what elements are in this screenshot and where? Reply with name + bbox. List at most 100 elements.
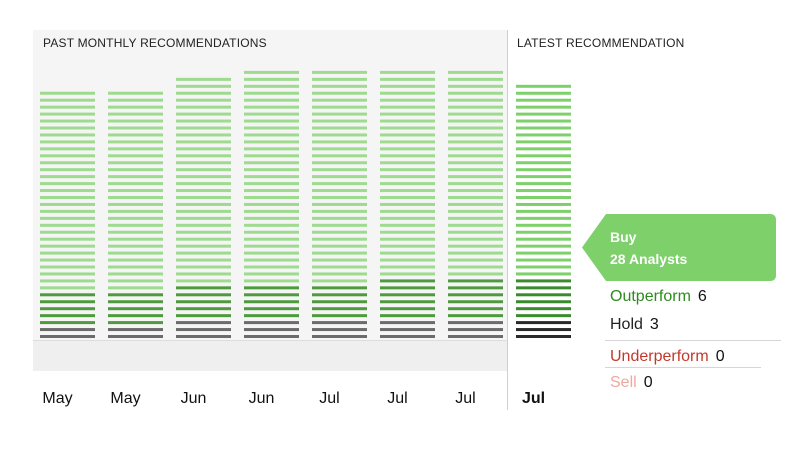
bar-segment-buy <box>176 202 231 206</box>
bar-segment-buy <box>312 189 367 193</box>
bar-segment-outperform <box>108 300 163 304</box>
panel-divider <box>507 30 508 410</box>
bar-segment-buy <box>176 112 231 116</box>
bar-segment-hold <box>176 321 231 325</box>
bar-segment-buy <box>448 147 503 151</box>
bar-segment-buy <box>176 258 231 262</box>
bar-segment-buy <box>176 265 231 269</box>
bar-segment-buy <box>380 202 435 206</box>
bar-segment-hold <box>380 328 435 332</box>
legend-sell: Sell 0 <box>610 374 653 392</box>
bar-segment-buy <box>312 272 367 276</box>
bar-segment-buy <box>244 161 299 165</box>
bar-segment-buy <box>244 251 299 255</box>
legend-outperform-label: Outperform <box>610 288 691 305</box>
legend-outperform: Outperform 6 <box>610 288 707 306</box>
legend-hold: Hold 3 <box>610 316 659 334</box>
bar-segment-buy <box>244 91 299 95</box>
bar-segment-buy <box>108 202 163 206</box>
bar-segment-buy <box>40 272 95 276</box>
bar-segment-buy <box>176 126 231 130</box>
rating-flag <box>582 214 776 281</box>
bar-1 <box>108 91 163 338</box>
bar-segment-buy <box>40 154 95 158</box>
bar-segment-buy <box>176 119 231 123</box>
bar-segment-buy <box>516 189 571 193</box>
bar-segment-hold <box>312 321 367 325</box>
bar-segment-buy <box>516 216 571 220</box>
bar-segment-buy <box>244 272 299 276</box>
bar-segment-buy <box>380 70 435 74</box>
bar-segment-buy <box>448 133 503 137</box>
bar-segment-buy <box>244 126 299 130</box>
bar-segment-buy <box>40 279 95 283</box>
bar-segment-outperform <box>312 314 367 318</box>
bar-segment-buy <box>244 133 299 137</box>
bar-segment-buy <box>516 258 571 262</box>
bar-segment-buy <box>108 133 163 137</box>
bar-segment-hold <box>108 328 163 332</box>
bar-segment-buy <box>448 119 503 123</box>
bar-segment-outperform <box>448 279 503 283</box>
bar-segment-buy <box>380 133 435 137</box>
legend-hold-count: 3 <box>649 316 659 333</box>
bar-segment-buy <box>40 237 95 241</box>
bar-segment-buy <box>448 202 503 206</box>
bar-segment-buy <box>176 196 231 199</box>
legend-underperform: Underperform 0 <box>610 348 725 366</box>
bar-segment-hold <box>448 335 503 338</box>
bar-segment-buy <box>516 230 571 234</box>
bar-segment-buy <box>516 154 571 158</box>
bar-segment-buy <box>176 272 231 276</box>
bar-0 <box>40 91 95 338</box>
bar-segment-buy <box>40 140 95 144</box>
bar-segment-buy <box>312 126 367 130</box>
bar-segment-buy <box>312 77 367 81</box>
bar-segment-buy <box>244 196 299 199</box>
bar-segment-buy <box>176 98 231 102</box>
bar-segment-buy <box>312 230 367 234</box>
bar-segment-outperform <box>40 293 95 297</box>
bar-segment-buy <box>380 175 435 179</box>
bar-segment-outperform <box>448 307 503 311</box>
bar-segment-buy <box>40 98 95 102</box>
bar-segment-buy <box>108 279 163 283</box>
bar-segment-hold <box>244 335 299 338</box>
legend-sell-count: 0 <box>643 374 653 391</box>
bar-segment-buy <box>448 77 503 81</box>
bar-segment-outperform <box>40 314 95 318</box>
bar-segment-buy <box>40 286 95 290</box>
bar-segment-buy <box>244 258 299 262</box>
bar-segment-outperform <box>176 300 231 304</box>
bar-segment-buy <box>40 175 95 179</box>
bar-segment-buy <box>312 98 367 102</box>
bar-segment-outperform <box>448 293 503 297</box>
bar-segment-buy <box>380 216 435 220</box>
bar-segment-buy <box>176 105 231 109</box>
bar-segment-buy <box>108 154 163 158</box>
bar-segment-buy <box>448 209 503 213</box>
bar-segment-hold <box>40 335 95 338</box>
bar-segment-buy <box>108 105 163 109</box>
bar-segment-buy <box>176 91 231 95</box>
bar-segment-buy <box>108 223 163 227</box>
bar-segment-buy <box>312 279 367 283</box>
bar-segment-outperform <box>312 307 367 311</box>
bar-segment-buy <box>176 77 231 81</box>
bar-segment-buy <box>312 182 367 186</box>
bar-segment-outperform <box>516 307 571 311</box>
bar-segment-buy <box>176 154 231 158</box>
bar-segment-outperform <box>448 314 503 318</box>
bar-segment-outperform <box>108 314 163 318</box>
analyst-count: 28 Analysts <box>610 251 688 267</box>
legend-underperform-label: Underperform <box>610 348 709 365</box>
rating-flag-text: Buy 28 Analysts <box>610 226 687 270</box>
bar-segment-buy <box>40 223 95 227</box>
bar-segment-outperform <box>380 314 435 318</box>
latest-recommendation-title: LATEST RECOMMENDATION <box>517 36 685 50</box>
bar-segment-buy <box>448 98 503 102</box>
bar-segment-buy <box>380 237 435 241</box>
month-label: May <box>110 390 141 407</box>
bar-segment-hold <box>516 328 571 332</box>
